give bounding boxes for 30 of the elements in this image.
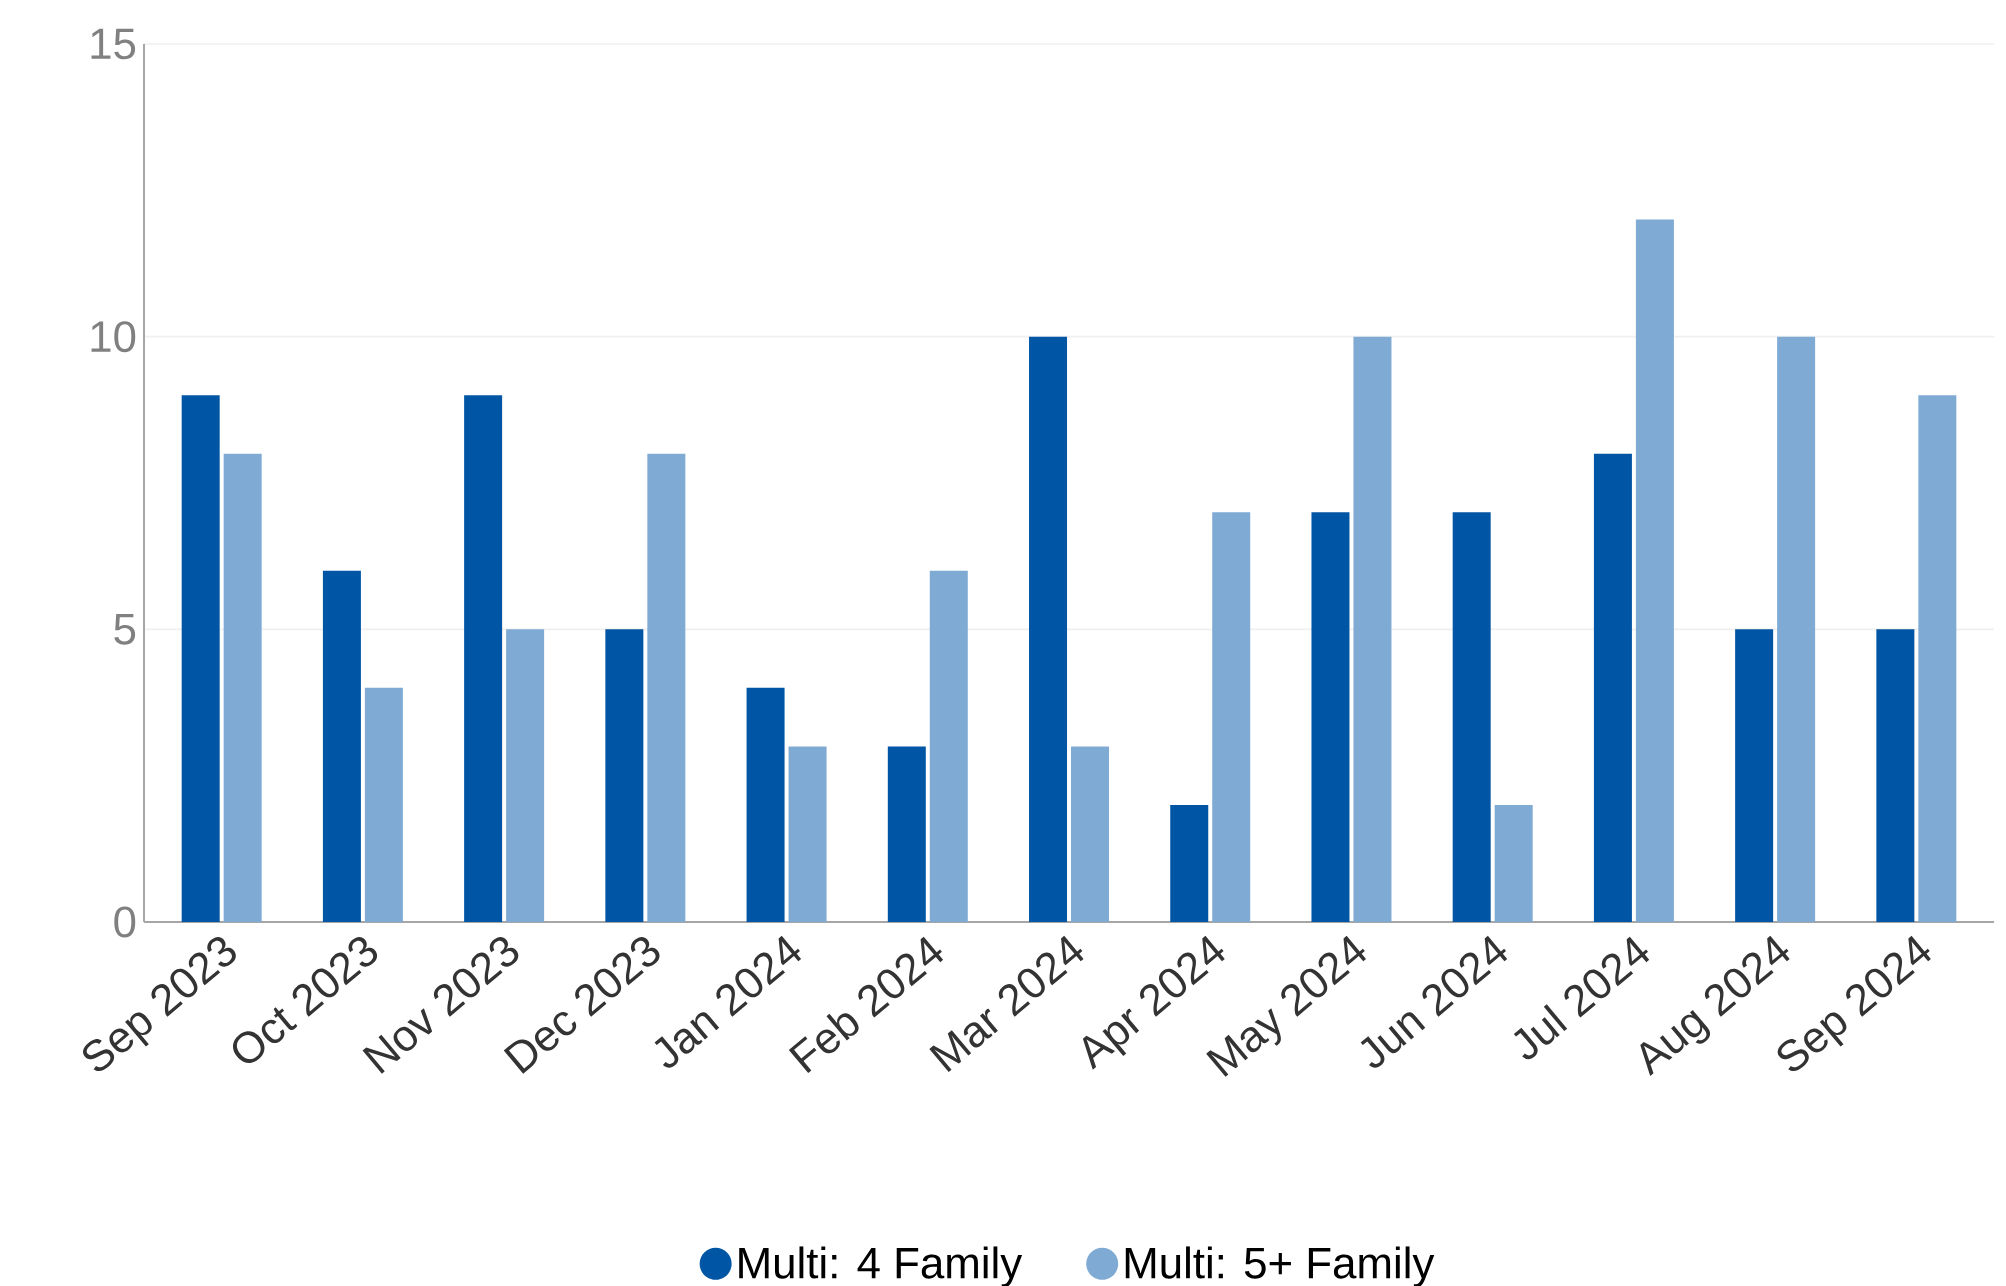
y-tick-label: 0 <box>114 906 136 938</box>
bar <box>181 395 220 922</box>
y-tick-label: 5 <box>114 614 136 645</box>
bar <box>364 687 403 922</box>
bar <box>1635 219 1674 922</box>
bar <box>887 746 926 922</box>
bar <box>1170 804 1209 922</box>
y-tick-label: 15 <box>91 28 136 60</box>
bar <box>605 629 644 922</box>
y-tick-label: 10 <box>91 321 136 353</box>
bar <box>322 570 361 922</box>
bar <box>1777 336 1816 922</box>
bar <box>1311 512 1350 922</box>
bar <box>464 395 503 922</box>
bar <box>746 687 785 922</box>
bar <box>929 570 968 922</box>
bar <box>1353 336 1392 922</box>
bar <box>1071 746 1110 922</box>
bar <box>223 453 262 922</box>
bar <box>1029 336 1068 922</box>
bar <box>1452 512 1491 922</box>
bar <box>1735 629 1774 922</box>
bar <box>1918 395 1957 922</box>
bar <box>647 453 686 922</box>
bar <box>1494 804 1533 922</box>
bar <box>1876 629 1915 922</box>
bar <box>788 746 827 922</box>
bar <box>506 629 545 922</box>
bar <box>1593 453 1632 922</box>
bar <box>1212 512 1251 922</box>
